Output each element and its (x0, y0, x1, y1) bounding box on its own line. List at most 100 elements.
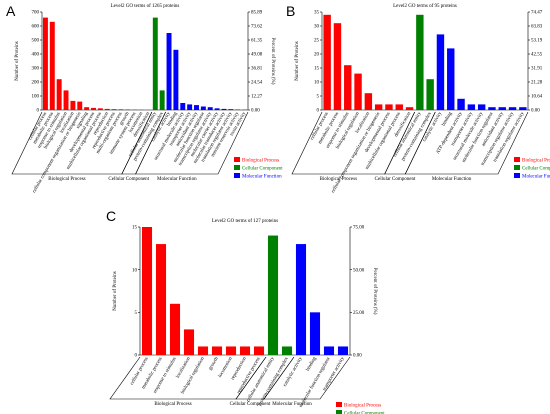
bar (508, 107, 517, 110)
y2-tick-label: 50.00 (353, 268, 365, 273)
y2-tick-label: 49.08 (251, 53, 263, 58)
bar (281, 346, 293, 355)
y-axis-label: Number of Proteins (15, 41, 20, 80)
legend-label: Biological Process (344, 404, 381, 409)
y-tick-label: 20 (314, 53, 320, 58)
legend-swatch (336, 402, 342, 407)
bar (519, 107, 527, 110)
bar (211, 346, 223, 355)
group-label: Biological Process (48, 177, 85, 182)
chart-title: Level2 GO terms of 1265 proteins (111, 4, 180, 9)
bar (70, 100, 76, 110)
bar (395, 104, 403, 110)
y2-tick-label: 21.28 (531, 81, 543, 86)
legend-label: Cellular Component (344, 412, 385, 414)
bar (200, 106, 206, 110)
group-label: Molecular Function (157, 177, 197, 182)
chart-title: Level2 GO terms of 127 proteins (212, 219, 278, 224)
bar (364, 93, 373, 110)
y2-tick-label: 53.19 (531, 39, 543, 44)
group-label: Biological Process (154, 402, 191, 407)
legend-swatch (336, 410, 342, 414)
y-tick-label: 10 (314, 81, 320, 86)
y-tick-label: 700 (32, 11, 40, 16)
y-tick-label: 25 (314, 39, 320, 44)
y-tick-label: 100 (32, 95, 40, 100)
x-tick-label: growth (119, 111, 131, 126)
y2-tick-label: 73.62 (251, 25, 263, 30)
group-bracket (135, 111, 249, 175)
y2-tick-label: 10.64 (531, 95, 543, 100)
legend-label: Biological Process (522, 159, 550, 164)
bar (214, 108, 220, 110)
y-tick-label: 5 (135, 311, 138, 316)
x-tick-label: growth (208, 356, 220, 371)
bar (323, 14, 331, 110)
bar (447, 48, 455, 110)
legend-swatch (514, 157, 520, 162)
legend-swatch (234, 165, 240, 170)
bar (125, 109, 131, 110)
bar (155, 244, 167, 355)
y2-tick-label: 25.00 (353, 311, 365, 316)
legend-label: Biological Process (242, 159, 279, 164)
panel-letter: B (286, 3, 295, 19)
bar (194, 105, 199, 110)
bar (239, 346, 251, 355)
bar (488, 107, 496, 110)
y2-tick-label: 42.55 (531, 53, 543, 58)
bar (467, 104, 476, 110)
group-label: Molecular Function (432, 177, 472, 182)
legend-label: Molecular Function (242, 175, 282, 180)
y-tick-label: 200 (32, 81, 40, 86)
bar (333, 23, 342, 111)
group-label: Molecular Function (272, 402, 312, 407)
legend-swatch (234, 157, 240, 162)
y2-tick-label: 0.00 (353, 354, 362, 359)
legend-swatch (234, 173, 240, 178)
bar (111, 109, 117, 110)
y2-tick-label: 74.47 (531, 11, 543, 16)
bar (159, 90, 165, 110)
y2-tick-label: 0.00 (251, 109, 260, 114)
bar (436, 34, 445, 110)
y-tick-label: 15 (132, 226, 138, 231)
y2-tick-label: 12.27 (251, 95, 263, 100)
bar (374, 104, 383, 110)
y2-tick-label: 61.35 (251, 39, 263, 44)
y-axis-label: Number of Proteins (295, 41, 300, 80)
legend-label: Molecular Function (522, 175, 550, 180)
legend-label: Cellular Component (242, 167, 283, 172)
y2-tick-label: 24.54 (251, 81, 263, 86)
bar (97, 108, 103, 110)
bar (207, 107, 213, 110)
chart-title: Level2 GO terms of 95 proteins (393, 4, 457, 9)
bar (187, 104, 193, 110)
y-tick-label: 0 (37, 109, 40, 114)
bar (169, 303, 181, 355)
legend-label: Cellular Component (522, 167, 550, 172)
bar (323, 346, 335, 355)
panel-letter: C (106, 208, 116, 224)
group-label: Cellular Component (108, 177, 149, 182)
bar (91, 107, 96, 110)
bar (225, 346, 237, 355)
bar (141, 227, 153, 355)
bar (173, 49, 179, 110)
y-axis-label: Number of Proteins (113, 271, 118, 310)
bar (180, 103, 186, 110)
y-tick-label: 10 (132, 268, 138, 273)
bar (295, 244, 307, 355)
bar (416, 14, 424, 110)
group-label: Biological Process (320, 177, 357, 182)
bar (267, 235, 279, 355)
axis-frame (321, 12, 529, 111)
legend-swatch (514, 165, 520, 170)
bar (337, 346, 349, 355)
y-tick-label: 500 (32, 39, 40, 44)
bar (228, 109, 234, 110)
bar (84, 107, 90, 110)
bar (309, 312, 321, 355)
group-bracket (263, 356, 351, 400)
